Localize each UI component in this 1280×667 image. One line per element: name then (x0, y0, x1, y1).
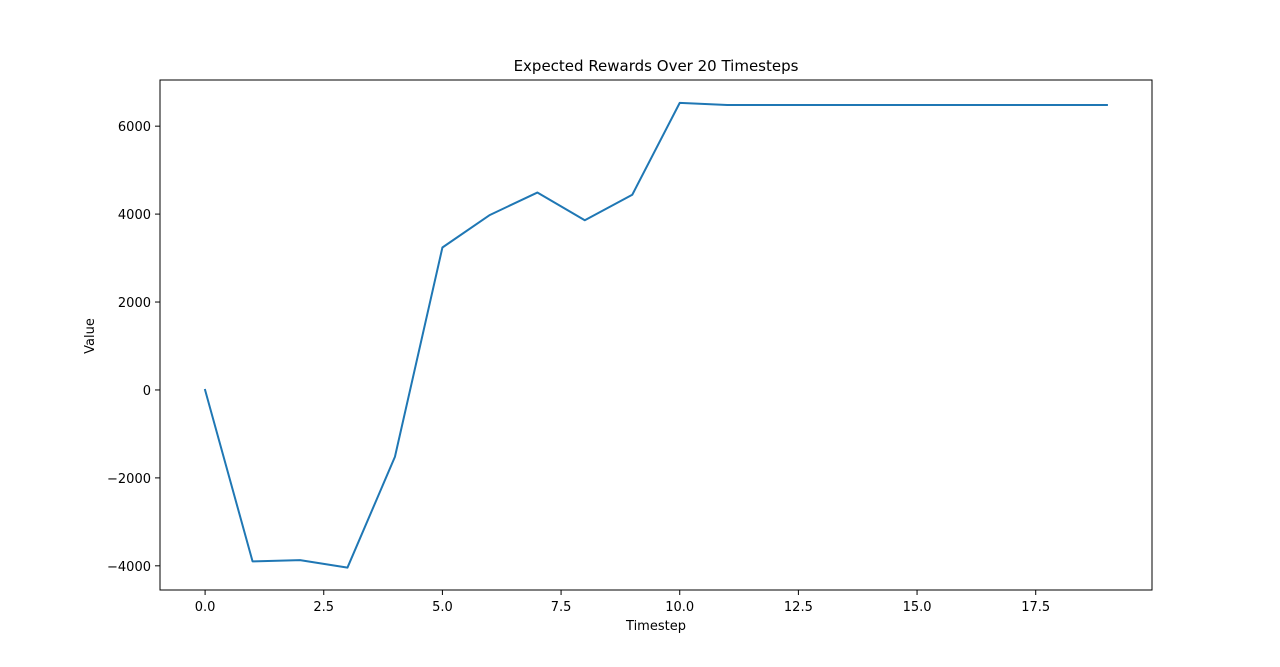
x-tick-label: 15.0 (903, 600, 932, 615)
x-tick-label: 17.5 (1021, 600, 1050, 615)
y-tick-label: 6000 (118, 120, 151, 135)
x-tick-label: 0.0 (195, 600, 216, 615)
y-axis: −4000 −2000 0 2000 4000 6000 (107, 120, 160, 575)
x-tick-label: 5.0 (432, 600, 453, 615)
y-tick-label: 2000 (118, 296, 151, 311)
y-tick-label: −4000 (107, 560, 151, 575)
x-tick-label: 2.5 (313, 600, 334, 615)
y-tick-label: −2000 (107, 472, 151, 487)
y-axis-label: Value (83, 318, 98, 354)
y-tick-label: 4000 (118, 208, 151, 223)
x-tick-label: 12.5 (784, 600, 813, 615)
plot-frame (159, 79, 1153, 591)
x-tick-label: 10.0 (665, 600, 694, 615)
x-tick-label: 7.5 (551, 600, 572, 615)
x-axis: 0.0 2.5 5.0 7.5 10.0 12.5 15.0 17.5 (195, 590, 1050, 615)
y-tick-label: 0 (143, 384, 151, 399)
plot-area (203, 101, 1108, 569)
x-axis-label: Timestep (625, 619, 686, 634)
series-line (203, 101, 1108, 569)
chart-title: Expected Rewards Over 20 Timesteps (514, 57, 799, 75)
